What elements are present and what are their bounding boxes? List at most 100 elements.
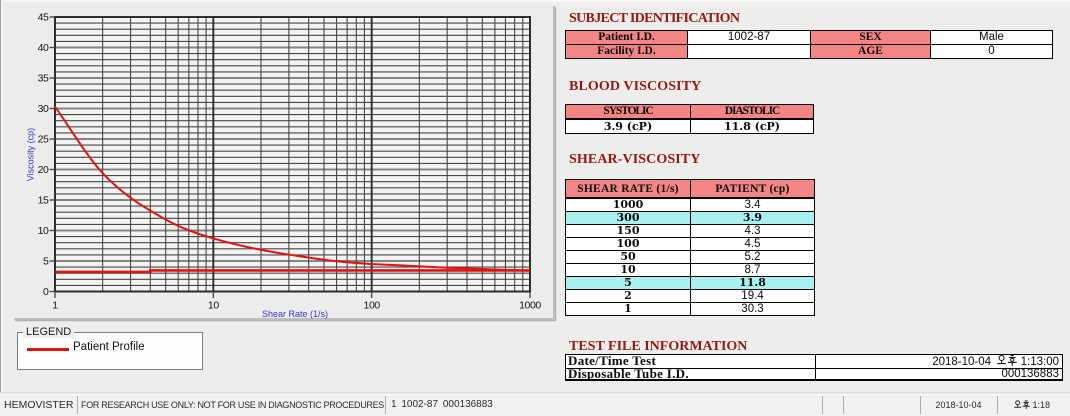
patient-profile-curve (54, 106, 531, 272)
test-file-information-table: Date/Time Test 2018-10-04 1:13:00 Dispos… (565, 354, 1063, 381)
table-row: Patient I.D. 1002-87 SEX Male (565, 30, 1053, 45)
x-tick-label: 1000 (519, 300, 541, 312)
shear-rate-column-header: SHEAR RATE (1/s) (565, 179, 691, 199)
systolic-header: SYSTOLIC (565, 104, 691, 120)
table-row: 3.9 (cP) 11.8 (cP) (565, 118, 814, 134)
patient-column-header: PATIENT (cp) (690, 179, 815, 199)
shear-rate-cell: 50 (565, 250, 691, 264)
shear-rate-cell: 1000 (565, 197, 691, 212)
y-tick-label: 35 (38, 73, 49, 85)
x-tick-label: 10 (208, 300, 219, 312)
window-left-edge-highlight (1, 0, 3, 392)
blood-viscosity-table: SYSTOLIC DIASTOLIC 3.9 (cP) 11.8 (cP) (565, 104, 814, 134)
table-row: SYSTOLIC DIASTOLIC (565, 104, 814, 120)
shear-viscosity-row: 5 11.8 (565, 276, 815, 290)
y-tick-label: 0 (43, 286, 49, 298)
patient-viscosity-cell: 4.3 (690, 224, 815, 238)
plot-frame (54, 16, 531, 293)
shear-viscosity-row: 150 4.3 (565, 224, 815, 238)
window-top-edge (0, 0, 1070, 2)
section-title-subject-identification: SUBJECT IDENTIFICATION (569, 11, 740, 26)
patient-viscosity-cell: 30.3 (690, 302, 815, 316)
shear-rate-cell: 5 (565, 276, 691, 290)
viscosity-chart-panel: 0 5 10 15 20 25 30 35 40 45 1 10 100 1000 Shear Rate … (12, 4, 553, 319)
status-app-name: HEMOVISTER (4, 399, 74, 411)
shear-rate-cell: 100 (565, 237, 691, 251)
table-row: Disposable Tube I.D. 000136883 (565, 367, 1063, 381)
status-separator (822, 396, 823, 414)
y-tick-label: 5 (43, 256, 49, 268)
legend-title: LEGEND (23, 326, 75, 338)
subject-identification-table: Patient I.D. 1002-87 SEX Male Facility I… (565, 30, 1053, 59)
patient-viscosity-cell: 5.2 (690, 250, 815, 264)
shear-viscosity-table: SHEAR RATE (1/s) PATIENT (cp) 1000 3.4 300… (565, 179, 815, 316)
disposable-tube-id-label: Disposable Tube I.D. (565, 367, 816, 381)
patient-viscosity-cell: 8.7 (690, 263, 815, 277)
diastolic-value: 11.8 (cP) (690, 118, 814, 134)
shear-viscosity-row: 50 5.2 (565, 250, 815, 264)
status-research-notice: FOR RESEARCH USE ONLY: NOT FOR USE IN DI… (81, 400, 385, 410)
chart-legend: LEGEND Patient Profile (17, 326, 203, 370)
shear-rate-cell: 10 (565, 263, 691, 277)
facility-id-value (687, 44, 811, 59)
facility-id-label: Facility I.D. (565, 44, 688, 59)
status-bar: HEMOVISTER FOR RESEARCH USE ONLY: NOT FO… (0, 394, 1070, 416)
shear-rate-cell: 150 (565, 224, 691, 238)
test-time: 1:13:00 (1020, 356, 1059, 368)
shear-rate-cell: 1 (565, 302, 691, 316)
y-tick-label: 15 (38, 195, 49, 207)
y-tick-label: 40 (38, 42, 49, 54)
y-axis-title: Viscosity (cp) (25, 127, 36, 181)
patient-id-value: 1002-87 (687, 30, 811, 45)
y-tick-label: 45 (38, 12, 49, 24)
shear-viscosity-row: 300 3.9 (565, 211, 815, 225)
plot-background (55, 17, 530, 292)
systolic-value: 3.9 (cP) (565, 118, 691, 134)
shear-viscosity-row: 1 30.3 (565, 302, 815, 316)
table-row: Date/Time Test 2018-10-04 1:13:00 (565, 354, 1063, 369)
shear-viscosity-row: 1000 3.4 (565, 197, 815, 212)
y-tick-label: 10 (38, 225, 49, 237)
x-tick-label: 1 (52, 300, 58, 312)
sex-value: Male (930, 30, 1053, 45)
korean-pm-glyph (1014, 399, 1030, 409)
status-record-info: 1 1002-87 000136883 (391, 399, 493, 410)
shear-viscosity-row: 10 8.7 (565, 263, 815, 277)
status-separator (385, 396, 386, 414)
disposable-tube-id-value: 000136883 (815, 367, 1063, 381)
diastolic-header: DIASTOLIC (690, 104, 814, 120)
shear-viscosity-row: 100 4.5 (565, 237, 815, 251)
table-header-row: SHEAR RATE (1/s) PATIENT (cp) (565, 179, 815, 199)
x-tick-label: 100 (364, 300, 381, 312)
patient-viscosity-cell: 11.8 (690, 276, 815, 290)
baseline-marker-line (55, 269, 530, 274)
table-row: Facility I.D. AGE 0 (565, 44, 1053, 59)
shear-viscosity-row: 2 19.4 (565, 289, 815, 303)
patient-viscosity-cell: 19.4 (690, 289, 815, 303)
status-date: 2018-10-04 (935, 400, 982, 410)
shear-rate-cell: 2 (565, 289, 691, 303)
date-time-test-value: 2018-10-04 1:13:00 (815, 354, 1063, 369)
date-time-test-label: Date/Time Test (565, 354, 816, 369)
status-time-value: 1:18 (1032, 400, 1051, 410)
window-left-edge (0, 0, 1, 415)
status-time: 1:18 (997, 395, 1067, 415)
y-tick-label: 30 (38, 103, 49, 115)
patient-viscosity-cell: 4.5 (690, 237, 815, 251)
y-tick-label: 20 (38, 164, 49, 176)
test-date: 2018-10-04 (932, 356, 992, 368)
status-separator (920, 396, 921, 414)
legend-series-line-swatch (27, 348, 69, 351)
section-title-shear-viscosity: SHEAR-VISCOSITY (569, 151, 701, 167)
section-title-test-file-information: TEST FILE INFORMATION (569, 338, 748, 354)
status-separator (77, 396, 78, 414)
patient-id-label: Patient I.D. (565, 30, 688, 45)
korean-pm-glyph (997, 355, 1018, 366)
y-tick-label: 25 (38, 134, 49, 146)
legend-series-label: Patient Profile (73, 341, 145, 353)
shear-rate-cell: 300 (565, 211, 691, 225)
age-value: 0 (930, 44, 1053, 59)
sex-label: SEX (810, 30, 931, 45)
x-axis-title: Shear Rate (1/s) (261, 309, 329, 319)
status-separator (997, 396, 998, 414)
